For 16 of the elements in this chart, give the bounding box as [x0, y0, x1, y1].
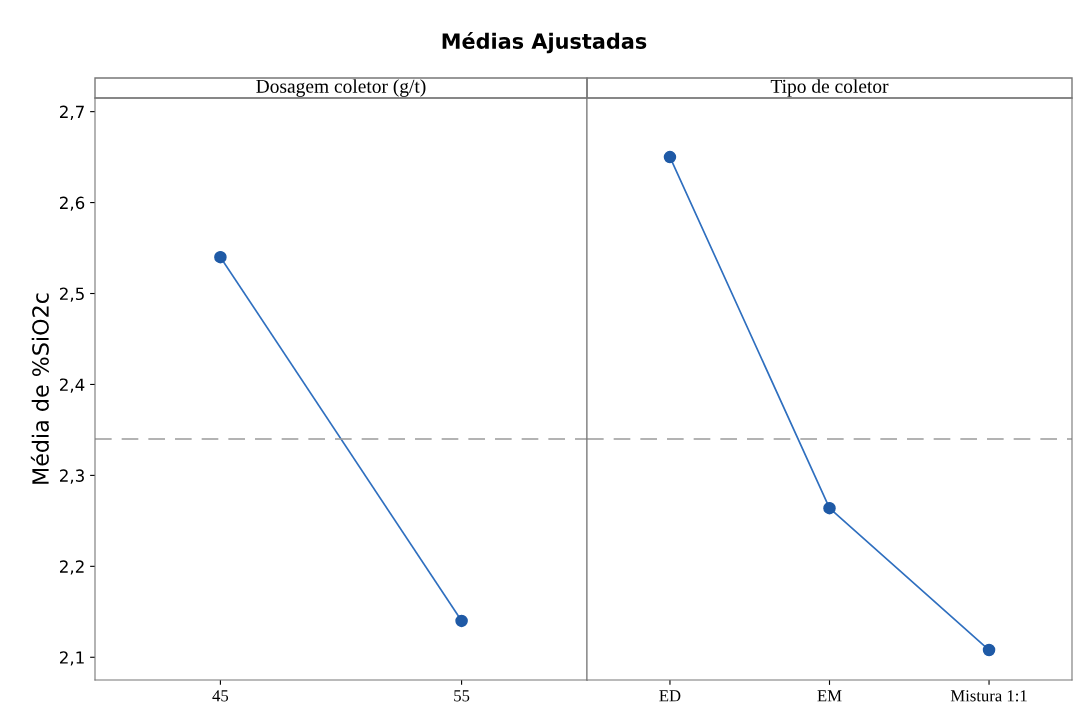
chart-title: Médias Ajustadas — [442, 32, 647, 54]
x-tick-label: EM — [817, 690, 842, 702]
x-tick-label: 45 — [212, 690, 229, 702]
x-tick-label: ED — [659, 690, 681, 702]
chart-subtitle: Dosagem coletor (g/t) — [256, 79, 426, 97]
y-tick-label: 2,7 — [59, 105, 84, 120]
chart-subtitle: Tipo de coletor — [770, 79, 889, 97]
y-axis-title: Média de %SiO2c — [30, 293, 49, 484]
y-tick-label: 2,3 — [59, 469, 84, 484]
y-tick-label: 2,6 — [59, 196, 85, 211]
y-tick-label: 2,2 — [59, 560, 84, 575]
x-tick-label: 55 — [454, 690, 470, 702]
y-tick-label: 2,5 — [59, 287, 84, 302]
y-tick-label: 2,1 — [59, 651, 84, 666]
y-tick-label: 2,4 — [59, 378, 85, 393]
x-tick-label: Mistura 1:1 — [950, 690, 1027, 702]
